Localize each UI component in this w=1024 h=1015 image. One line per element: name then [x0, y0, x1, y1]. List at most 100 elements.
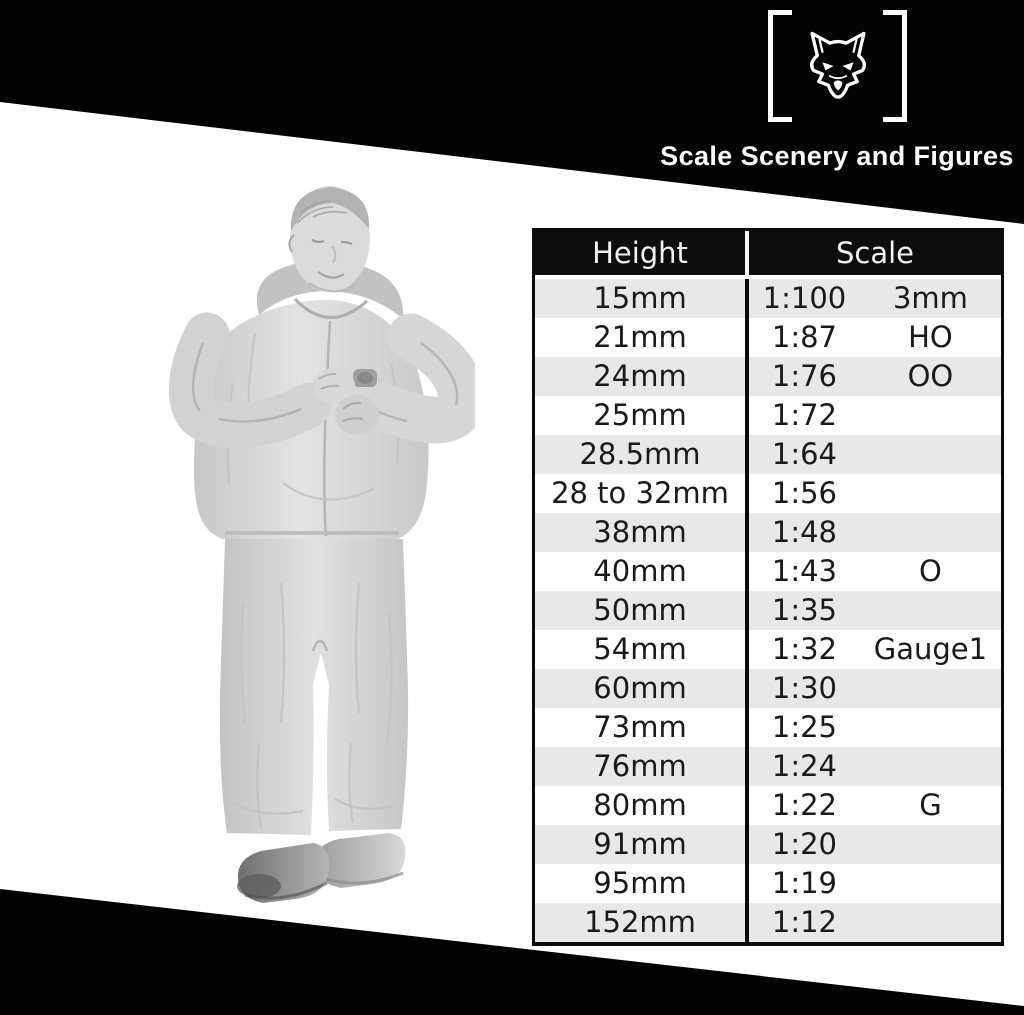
figure-head: [288, 186, 370, 293]
table-row: 38mm 1:48: [535, 513, 1001, 552]
bracket-right-icon: [883, 10, 907, 122]
brand-logo: [768, 10, 907, 124]
row-ratio: 1:20: [771, 827, 837, 861]
row-height: 73mm: [593, 710, 687, 744]
row-height: 76mm: [593, 749, 687, 783]
row-gauge: Gauge1: [873, 632, 988, 666]
row-scale-cell: 1:100 3mm: [745, 279, 1001, 318]
row-ratio: 1:30: [771, 671, 837, 705]
row-gauge: HO: [908, 320, 953, 354]
table-row: 15mm 1:100 3mm: [535, 279, 1001, 318]
row-scale-cell: 1:43 O: [745, 552, 1001, 591]
table-row: 50mm 1:35: [535, 591, 1001, 630]
row-height: 40mm: [593, 554, 687, 588]
row-ratio: 1:100: [762, 281, 847, 315]
row-ratio: 1:25: [771, 710, 837, 744]
row-ratio: 1:76: [771, 359, 837, 393]
row-ratio: 1:72: [771, 398, 837, 432]
row-ratio: 1:48: [771, 515, 837, 549]
row-scale-cell: 1:87 HO: [745, 318, 1001, 357]
row-scale-cell: 1:24: [745, 747, 1001, 786]
row-ratio: 1:24: [771, 749, 837, 783]
table-row: 25mm 1:72: [535, 396, 1001, 435]
row-height: 28.5mm: [579, 437, 701, 471]
row-gauge: [860, 669, 1001, 708]
row-gauge: [860, 864, 1001, 903]
row-scale-cell: 1:64: [745, 435, 1001, 474]
row-height: 38mm: [593, 515, 687, 549]
row-height: 25mm: [593, 398, 687, 432]
row-gauge: 3mm: [892, 281, 968, 315]
row-scale-cell: 1:30: [745, 669, 1001, 708]
table-row: 80mm 1:22 G: [535, 786, 1001, 825]
row-ratio: 1:56: [771, 476, 837, 510]
table-row: 95mm 1:19: [535, 864, 1001, 903]
table-row: 60mm 1:30: [535, 669, 1001, 708]
row-gauge: O: [919, 554, 942, 588]
row-gauge: [860, 396, 1001, 435]
figure-trousers: [219, 539, 409, 835]
row-gauge: [860, 435, 1001, 474]
table-row: 91mm 1:20: [535, 825, 1001, 864]
row-scale-cell: 1:32 Gauge1: [745, 630, 1001, 669]
table-row: 40mm 1:43 O: [535, 552, 1001, 591]
table-body: 15mm 1:100 3mm 21mm 1:87 HO 24mm 1:76 OO…: [535, 279, 1001, 942]
figure-hands-watch: [313, 368, 379, 435]
row-gauge: [860, 474, 1001, 513]
figure-arms: [168, 312, 475, 449]
row-height: 91mm: [593, 827, 687, 861]
row-height: 50mm: [593, 593, 687, 627]
row-gauge: [860, 747, 1001, 786]
bottom-banner: [0, 889, 1024, 1015]
table-row: 152mm 1:12: [535, 903, 1001, 942]
row-height: 95mm: [593, 866, 687, 900]
table-row: 73mm 1:25: [535, 708, 1001, 747]
row-height: 60mm: [593, 671, 687, 705]
row-gauge: G: [919, 788, 942, 822]
row-scale-cell: 1:22 G: [745, 786, 1001, 825]
brand-name: Scale Scenery and Figures: [660, 141, 1014, 171]
row-scale-cell: 1:48: [745, 513, 1001, 552]
row-height: 28 to 32mm: [551, 476, 729, 510]
figure-shoes: [237, 833, 406, 903]
row-ratio: 1:32: [771, 632, 837, 666]
table-header: Height Scale: [535, 231, 1001, 279]
row-gauge: [860, 903, 1001, 942]
table-row: 54mm 1:32 Gauge1: [535, 630, 1001, 669]
row-height: 15mm: [593, 281, 687, 315]
row-gauge: [860, 591, 1001, 630]
row-ratio: 1:87: [771, 320, 837, 354]
table-row: 76mm 1:24: [535, 747, 1001, 786]
row-height: 24mm: [593, 359, 687, 393]
row-scale-cell: 1:72: [745, 396, 1001, 435]
scale-table: Height Scale 15mm 1:100 3mm 21mm 1:87 HO…: [532, 228, 1004, 946]
table-row: 21mm 1:87 HO: [535, 318, 1001, 357]
row-gauge: OO: [907, 359, 954, 393]
row-height: 80mm: [593, 788, 687, 822]
row-scale-cell: 1:76 OO: [745, 357, 1001, 396]
row-gauge: [860, 708, 1001, 747]
row-ratio: 1:12: [771, 905, 837, 939]
row-height: 152mm: [584, 905, 696, 939]
row-scale-cell: 1:35: [745, 591, 1001, 630]
row-ratio: 1:19: [771, 866, 837, 900]
row-ratio: 1:64: [771, 437, 837, 471]
column-header-scale: Scale: [749, 231, 1001, 275]
column-header-height: Height: [535, 231, 745, 275]
row-scale-cell: 1:56: [745, 474, 1001, 513]
table-row: 28 to 32mm 1:56: [535, 474, 1001, 513]
row-height: 21mm: [593, 320, 687, 354]
row-height: 54mm: [593, 632, 687, 666]
table-row: 28.5mm 1:64: [535, 435, 1001, 474]
row-scale-cell: 1:19: [745, 864, 1001, 903]
row-gauge: [860, 825, 1001, 864]
figure-3d-scan: [168, 186, 475, 903]
row-ratio: 1:22: [771, 788, 837, 822]
row-scale-cell: 1:12: [745, 903, 1001, 942]
table-row: 24mm 1:76 OO: [535, 357, 1001, 396]
bracket-left-icon: [768, 10, 792, 122]
row-ratio: 1:43: [771, 554, 837, 588]
row-gauge: [860, 513, 1001, 552]
wolf-icon: [809, 31, 866, 99]
